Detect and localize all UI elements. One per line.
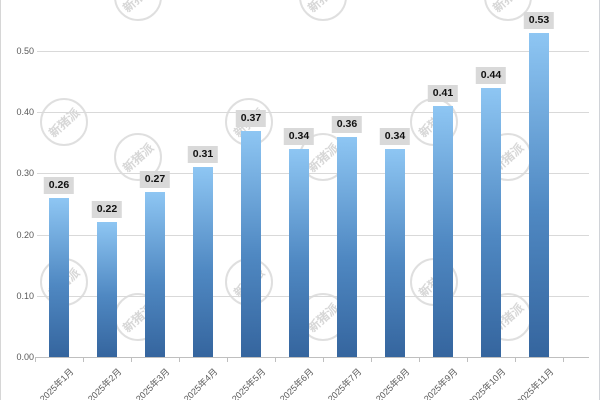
x-axis-category-label: 2025年2月 [85, 366, 124, 400]
bar-value-label: 0.34 [379, 128, 411, 145]
x-axis-category-label: 2025年4月 [181, 366, 220, 400]
gridline [37, 173, 589, 174]
x-axis-tick [419, 358, 420, 362]
x-axis-tick [467, 358, 468, 362]
x-axis-category-label: 2025年1月 [37, 366, 76, 400]
x-axis-tick [515, 358, 516, 362]
gridline [37, 296, 589, 297]
x-axis-tick [131, 358, 132, 362]
bar-2025年8月 [385, 149, 405, 357]
bar-2025年2月 [97, 222, 117, 357]
gridline [37, 112, 589, 113]
y-axis-tick-label: 0.30 [16, 168, 34, 178]
gridline [37, 235, 589, 236]
bar-2025年1月 [49, 198, 69, 357]
bar-value-label: 0.31 [187, 146, 219, 163]
bar-2025年7月 [337, 137, 357, 357]
x-axis-tick [275, 358, 276, 362]
x-axis-category-label: 2025年8月 [373, 366, 412, 400]
bar-2025年9月 [433, 106, 453, 357]
bar-value-label: 0.34 [283, 128, 315, 145]
bar-2025年11月 [529, 33, 549, 357]
watermark-stamp: 新猪派 [114, 133, 162, 181]
x-axis-category-label: 2025年5月 [229, 366, 268, 400]
x-axis-category-label: 2025年9月 [421, 366, 460, 400]
y-axis-tick-label: 0.00 [16, 352, 34, 362]
watermark-stamp: 新猪派 [40, 98, 88, 146]
y-axis-tick-label: 0.50 [16, 46, 34, 56]
x-axis-tick [179, 358, 180, 362]
x-axis-line [35, 357, 589, 358]
bar-value-label: 0.36 [331, 116, 363, 133]
bar-value-label: 0.44 [475, 67, 507, 84]
x-axis-category-label: 2025年10月 [466, 366, 508, 400]
bar-value-label: 0.41 [427, 85, 459, 102]
y-axis-tick-label: 0.10 [16, 291, 34, 301]
x-axis-tick [35, 358, 36, 362]
x-axis-category-label: 2025年7月 [325, 366, 364, 400]
bar-value-label: 0.22 [91, 201, 123, 218]
x-axis-tick [323, 358, 324, 362]
gridline [37, 51, 589, 52]
bar-2025年5月 [241, 131, 261, 357]
y-axis-tick-label: 0.40 [16, 107, 34, 117]
bar-2025年10月 [481, 88, 501, 357]
bar-value-label: 0.53 [523, 12, 555, 29]
bar-2025年3月 [145, 192, 165, 357]
x-axis-tick [83, 358, 84, 362]
x-axis-category-label: 2025年11月 [514, 366, 556, 400]
bar-value-label: 0.26 [43, 177, 75, 194]
y-axis-tick-label: 0.20 [16, 230, 34, 240]
x-axis-tick [227, 358, 228, 362]
x-axis-category-label: 2025年3月 [133, 366, 172, 400]
x-axis-tick [563, 358, 564, 362]
bar-2025年4月 [193, 167, 213, 357]
x-axis-tick [371, 358, 372, 362]
x-axis-category-label: 2025年6月 [277, 366, 316, 400]
bar-value-label: 0.27 [139, 171, 171, 188]
bar-value-label: 0.37 [235, 110, 267, 127]
bar-2025年6月 [289, 149, 309, 357]
